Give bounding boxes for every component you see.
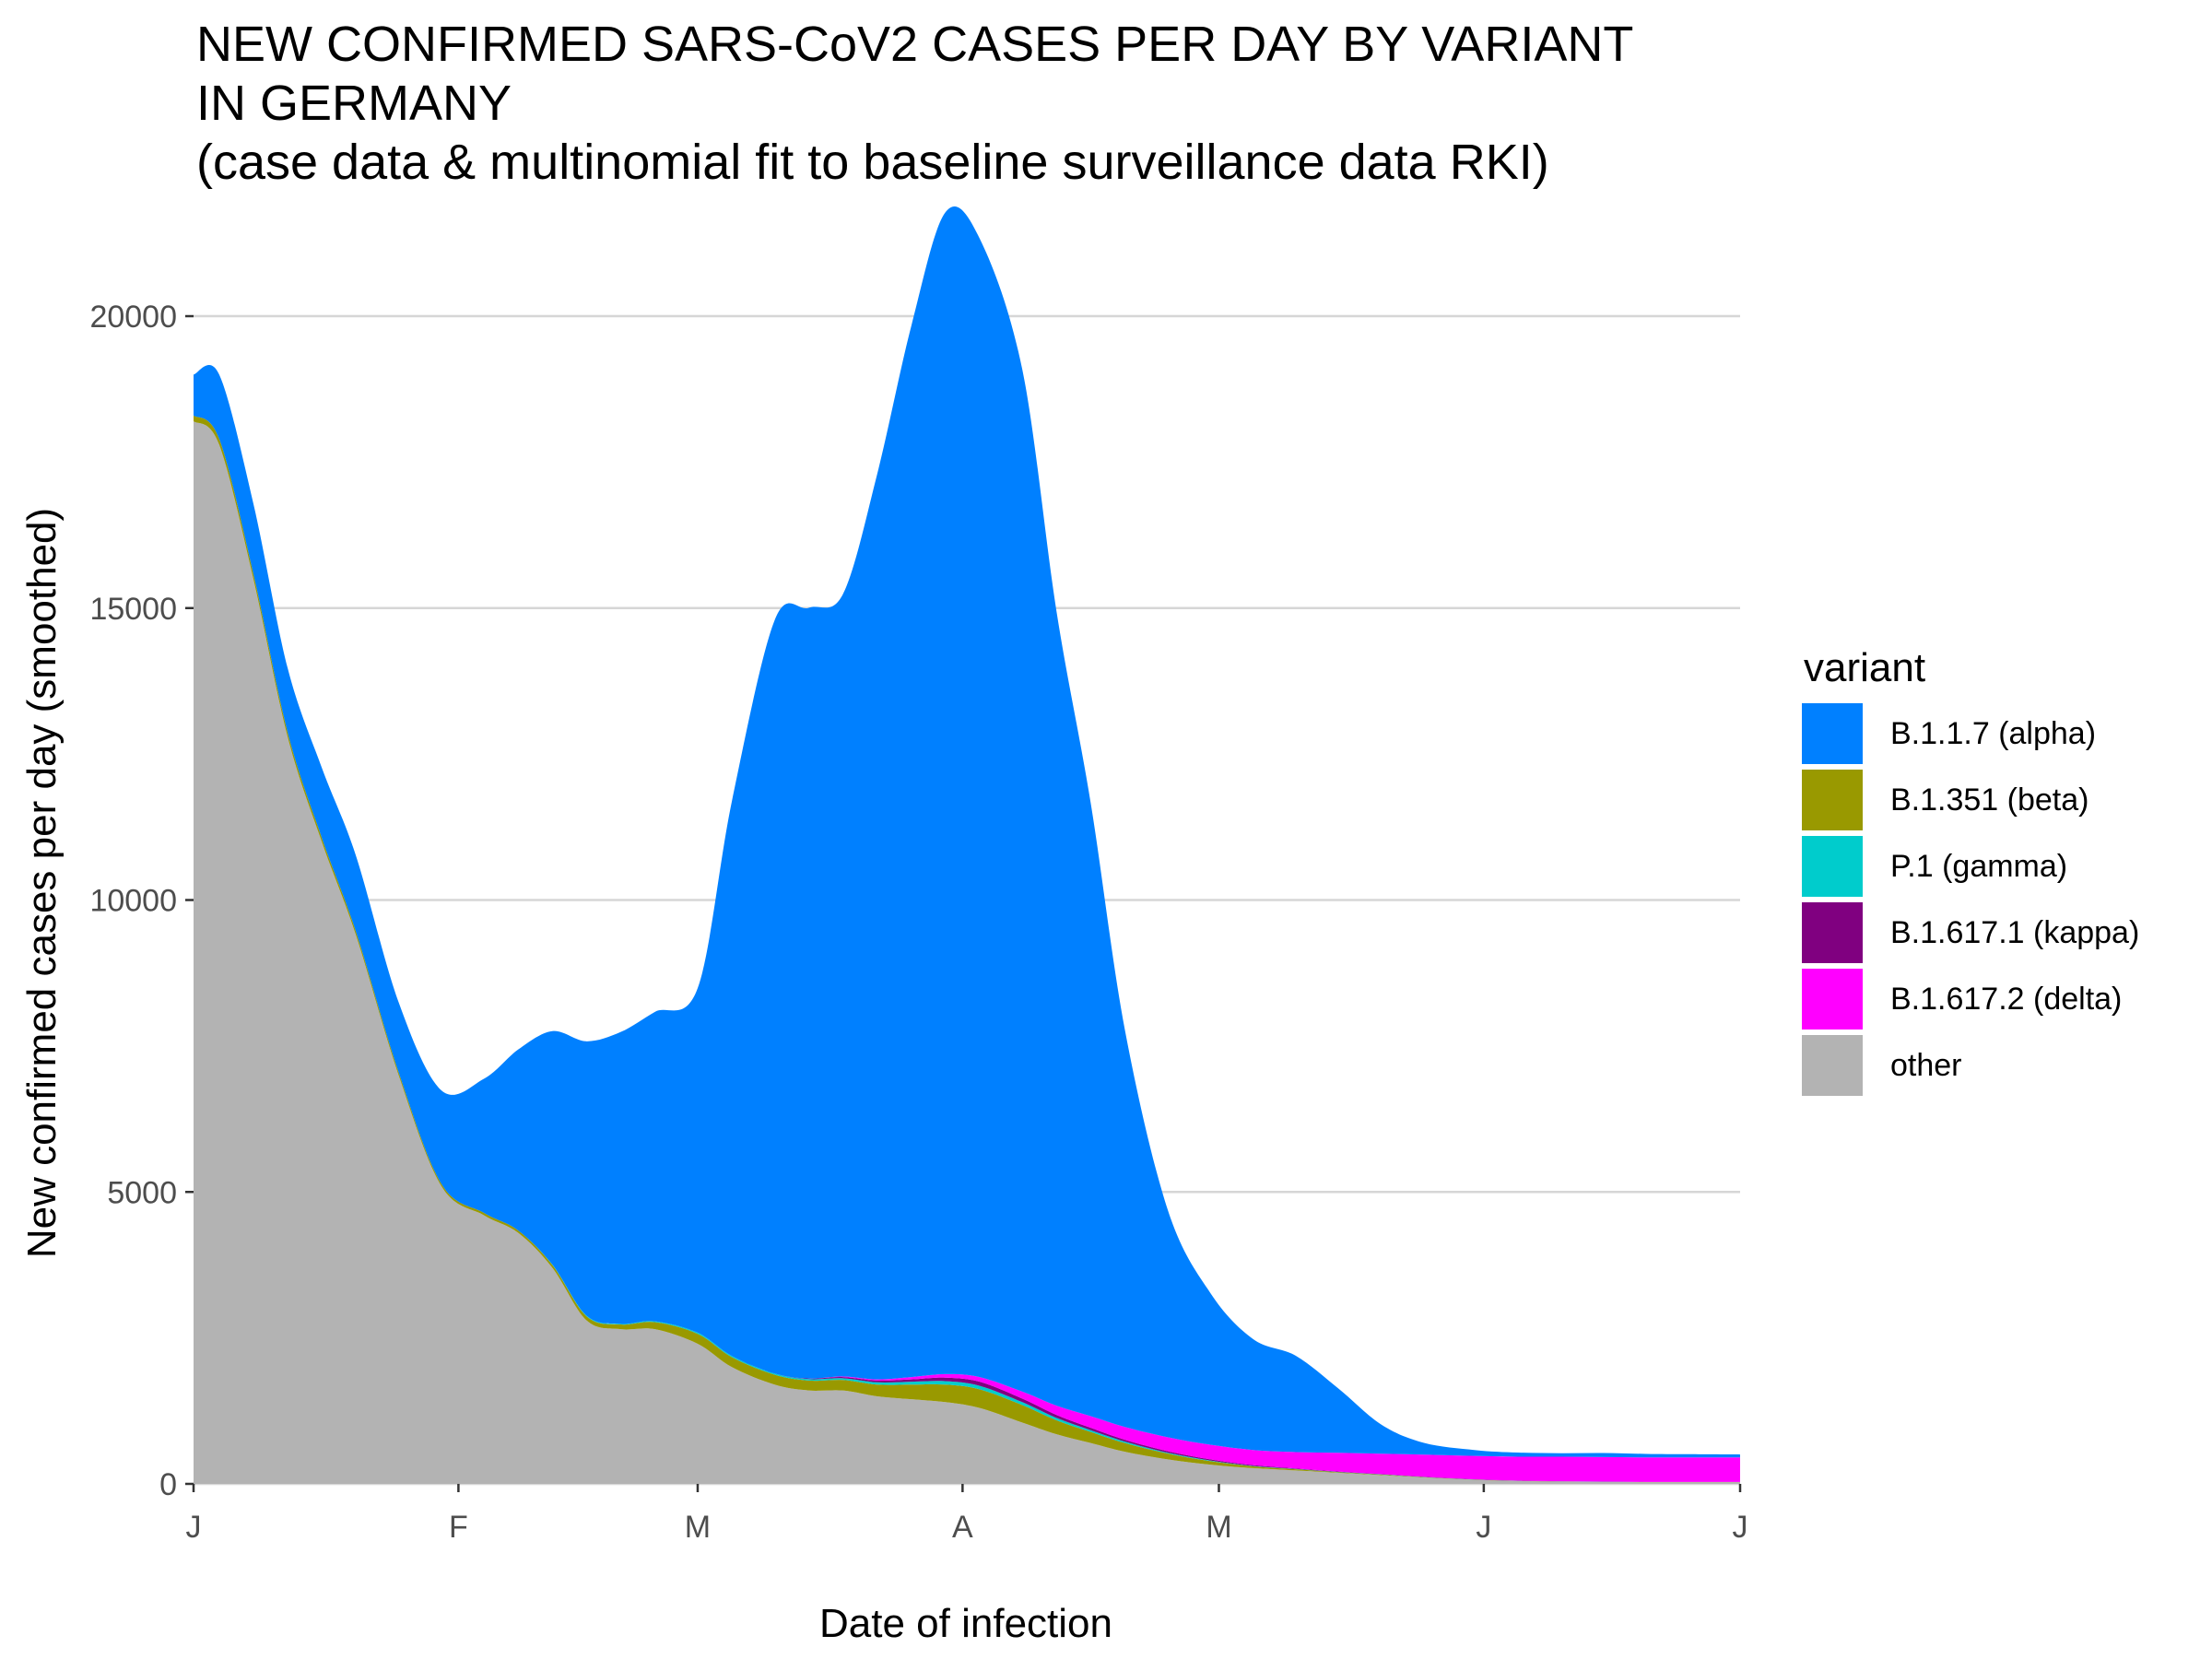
legend-item-b-1-617-1-kappa: B.1.617.1 (kappa) [1802,900,2139,966]
chart-title-line-2: IN GERMANY [196,76,512,131]
x-tick-label-3: A [952,1510,973,1545]
legend-item-p-1-gamma: P.1 (gamma) [1802,833,2139,900]
chart-title-line-3: (case data & multinomial fit to baseline… [196,135,1549,190]
legend-label-b-1-1-7-alpha: B.1.1.7 (alpha) [1890,715,2097,751]
y-axis: 0 5000 10000 15000 20000 [89,300,194,1502]
legend-label-other: other [1890,1047,1962,1083]
x-tick-label-4: M [1206,1510,1231,1545]
y-tick-label-15000: 15000 [89,592,177,627]
area-b-1-1-7-alpha [194,206,1740,1458]
legend-label-b-1-351-beta: B.1.351 (beta) [1890,782,2089,818]
legend-label-b-1-617-1-kappa: B.1.617.1 (kappa) [1890,914,2140,950]
legend-title: variant [1804,645,1926,690]
legend: variant B.1.1.7 (alpha) B.1.351 (beta) P.1… [1802,636,2139,1099]
x-tick-label-5: J [1476,1510,1491,1545]
x-tick-label-1: F [449,1510,468,1545]
legend-item-b-1-1-7-alpha: B.1.1.7 (alpha) [1802,700,2139,767]
legend-item-b-1-351-beta: B.1.351 (beta) [1802,767,2139,833]
area-other [194,421,1740,1485]
legend-key-b-1-351-beta [1802,770,1863,830]
chart-title-line-1: NEW CONFIRMED SARS-CoV2 CASES PER DAY BY… [196,17,1634,72]
x-tick-label-0: J [186,1510,202,1545]
area-series [194,206,1740,1485]
legend-label-b-1-617-2-delta: B.1.617.2 (delta) [1890,981,2123,1017]
legend-key-b-1-1-7-alpha [1802,703,1863,764]
legend-key-other [1802,1035,1863,1096]
x-axis-title: Date of infection [819,1601,1112,1646]
x-tick-label-6: J [1733,1510,1748,1545]
legend-item-b-1-617-2-delta: B.1.617.2 (delta) [1802,966,2139,1032]
legend-items: B.1.1.7 (alpha) B.1.351 (beta) P.1 (gamma)… [1802,700,2139,1099]
y-axis-title: New confirmed cases per day (smoothed) [19,508,65,1258]
y-tick-label-20000: 20000 [89,300,177,335]
y-tick-label-0: 0 [159,1467,177,1502]
y-tick-label-5000: 5000 [107,1175,177,1210]
legend-item-other: other [1802,1032,2139,1099]
legend-key-b-1-617-2-delta [1802,969,1863,1030]
y-tick-label-10000: 10000 [89,884,177,919]
legend-label-p-1-gamma: P.1 (gamma) [1890,848,2068,884]
legend-key-p-1-gamma [1802,836,1863,897]
x-tick-label-2: M [685,1510,711,1545]
legend-key-b-1-617-1-kappa [1802,902,1863,963]
